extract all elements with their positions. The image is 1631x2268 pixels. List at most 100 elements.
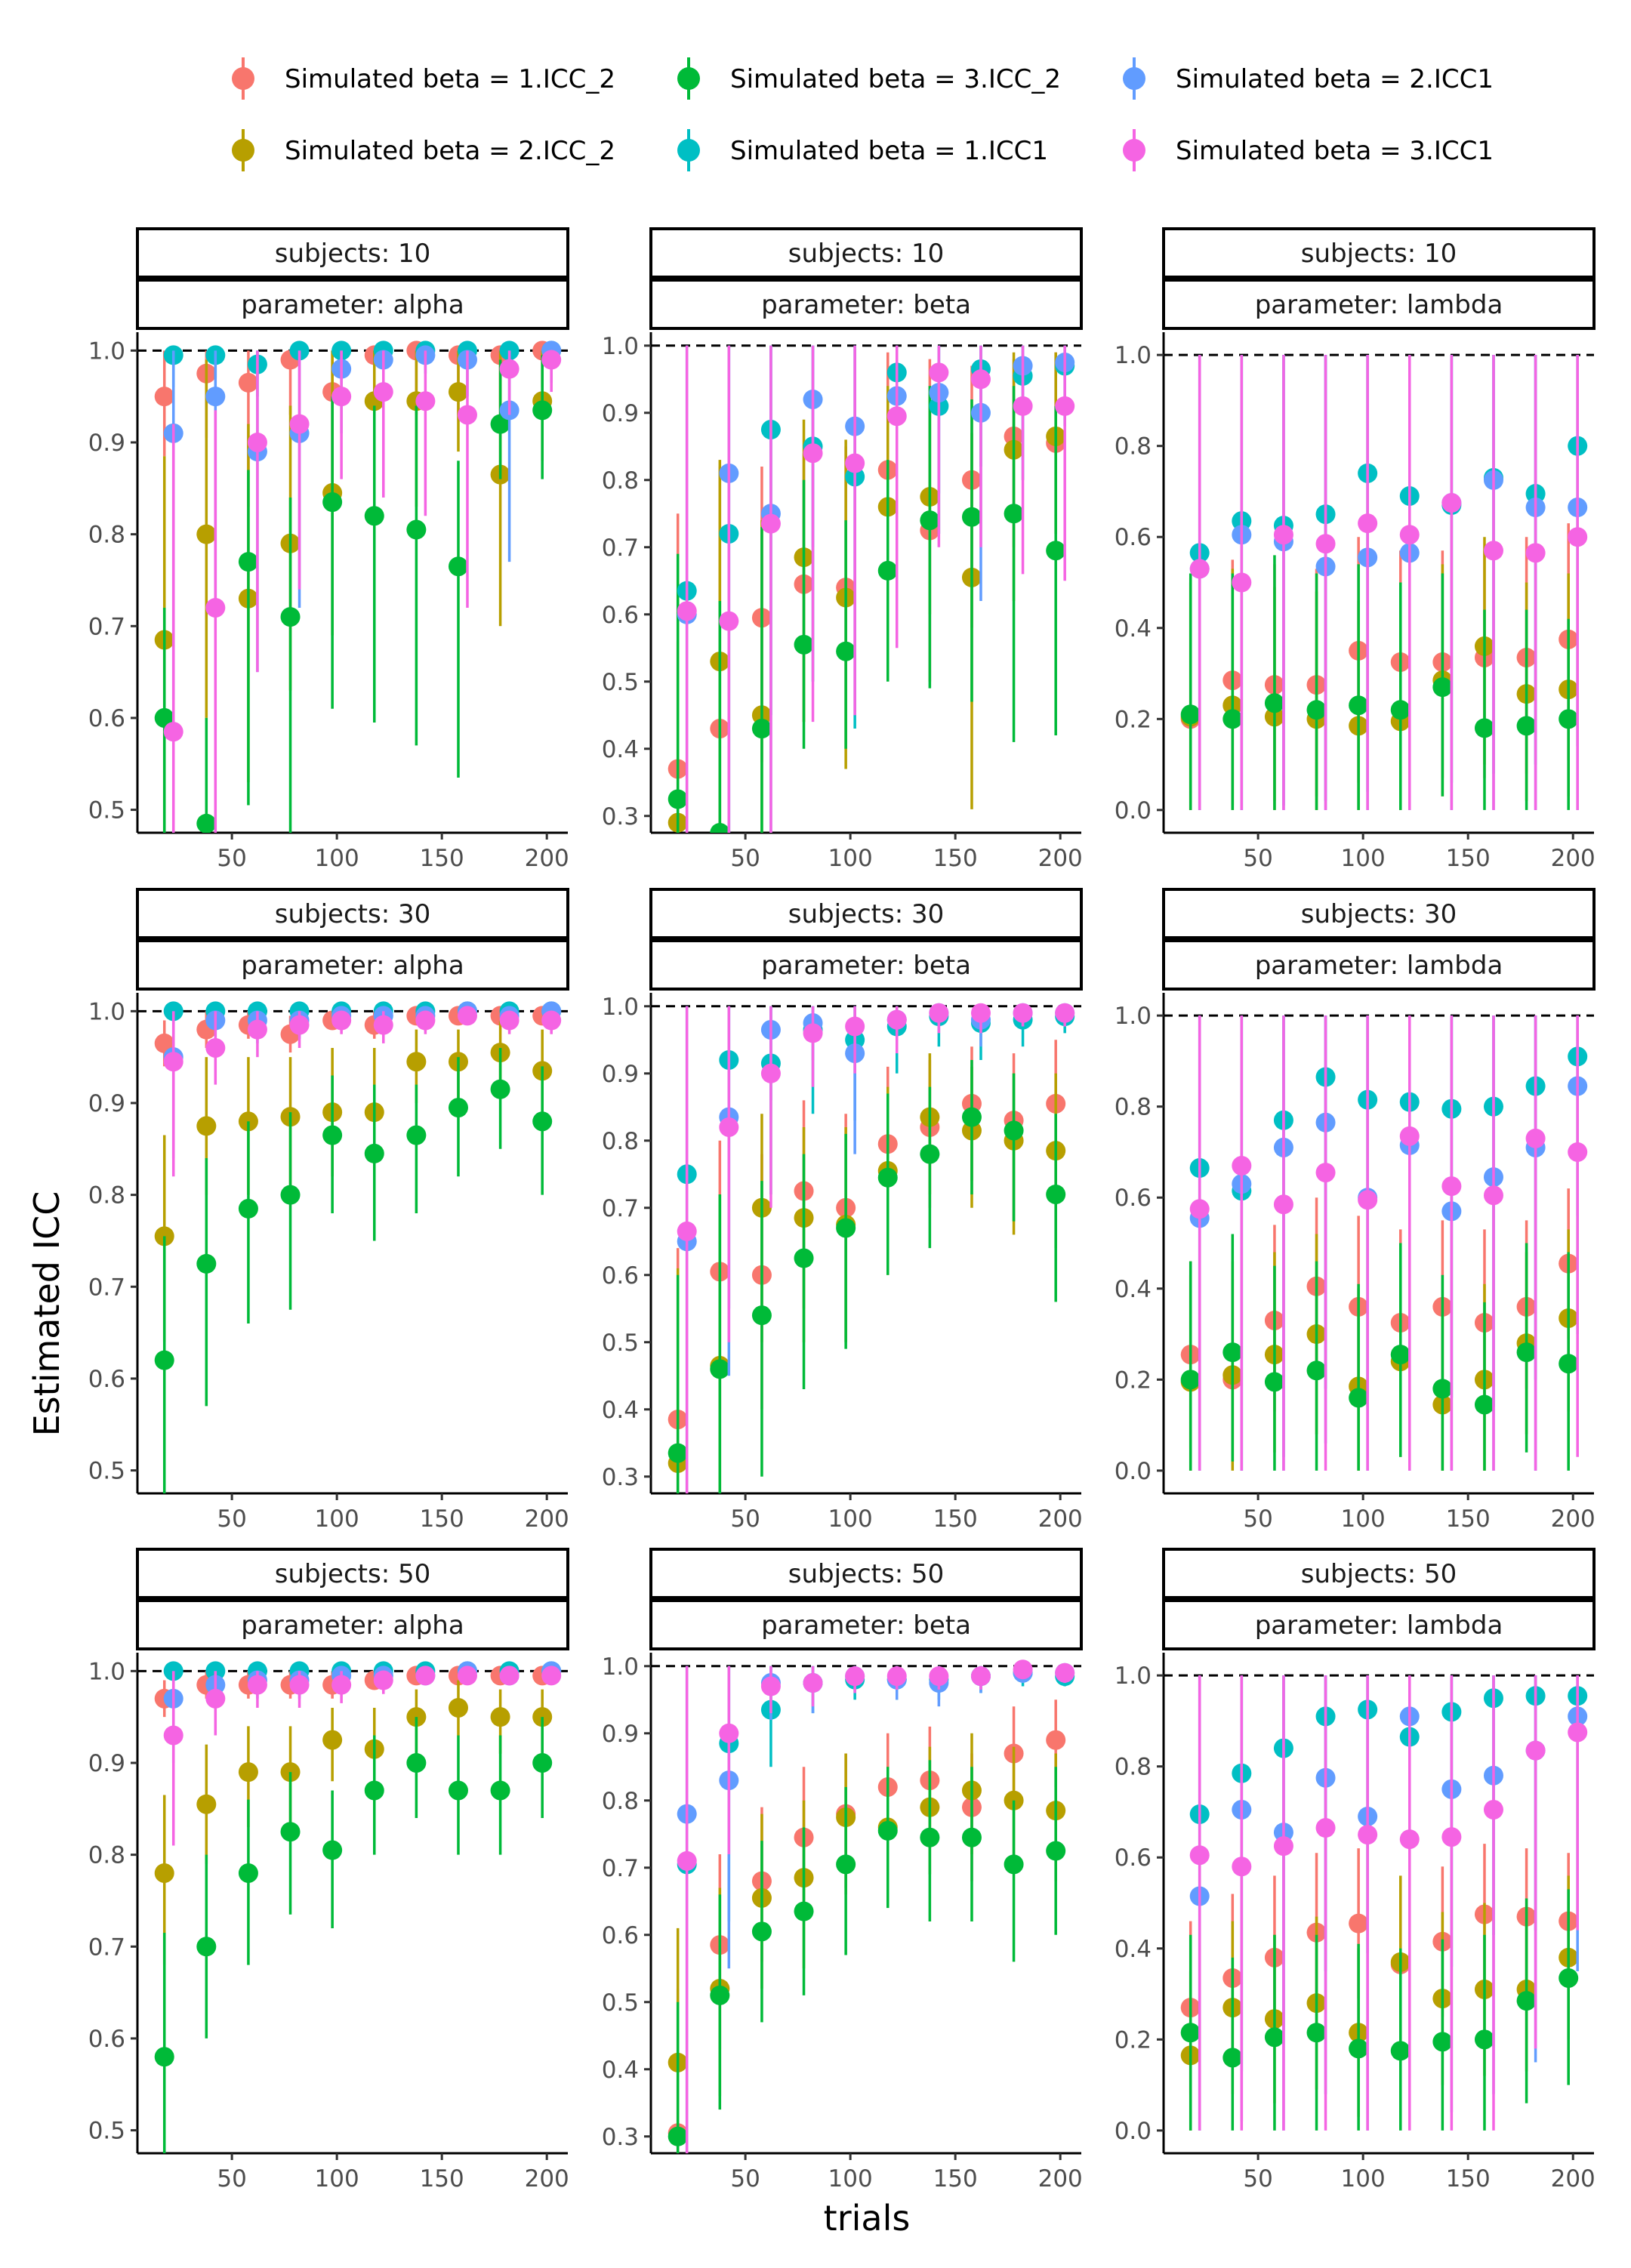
- data-point: [1273, 1194, 1293, 1215]
- data-point: [877, 1167, 898, 1188]
- data-point: [289, 1015, 310, 1035]
- data-point: [1483, 541, 1503, 561]
- data-point: [1568, 1142, 1588, 1162]
- data-point: [1483, 1799, 1503, 1820]
- data-point: [499, 1010, 520, 1031]
- data-point: [1525, 543, 1546, 563]
- legend-key-point: [677, 67, 700, 90]
- data-point: [1180, 704, 1201, 725]
- data-point: [1306, 1360, 1327, 1381]
- data-point: [719, 1117, 739, 1137]
- data-point: [760, 513, 781, 534]
- data-point: [668, 2126, 688, 2146]
- y-tick-label: 0.8: [88, 1842, 125, 1869]
- data-point: [1004, 1854, 1024, 1875]
- data-point: [836, 1854, 856, 1875]
- data-point: [920, 1827, 940, 1847]
- x-tick-label: 50: [217, 845, 246, 872]
- y-tick-label: 0.7: [602, 1855, 639, 1882]
- facet-panel: subjects: 50 parameter: beta 0.3 0.4 0.5 0.6 0…: [602, 1548, 1083, 2193]
- data-point: [751, 719, 772, 739]
- data-point: [541, 1010, 562, 1031]
- data-point: [1232, 1156, 1252, 1176]
- y-tick-label: 0.7: [602, 1195, 639, 1222]
- strip-subjects: [136, 1548, 569, 1599]
- series-group: [1189, 1015, 1588, 1471]
- data-point: [1264, 2027, 1284, 2048]
- strip-subjects: [1162, 227, 1596, 279]
- data-point: [970, 369, 991, 390]
- panel-data: [154, 341, 562, 833]
- data-point: [1390, 1345, 1411, 1365]
- y-tick-label: 0.0: [1115, 797, 1152, 824]
- data-point: [1013, 1659, 1033, 1680]
- data-point: [1559, 709, 1579, 729]
- strip-subjects: [136, 888, 569, 939]
- data-point: [457, 1006, 477, 1026]
- x-tick-label: 200: [525, 2165, 569, 2193]
- data-point: [794, 1248, 814, 1268]
- y-tick-label: 0.7: [88, 1934, 125, 1961]
- strip-parameter-label: parameter: lambda: [1255, 1610, 1503, 1641]
- data-point: [541, 350, 562, 370]
- data-point: [1390, 2041, 1411, 2061]
- strip-subjects-label: subjects: 30: [275, 899, 430, 929]
- y-tick-label: 0.5: [88, 2118, 125, 2145]
- data-point: [205, 387, 226, 407]
- data-point: [929, 1666, 949, 1687]
- data-point: [803, 1023, 823, 1043]
- x-tick-label: 50: [1243, 2165, 1272, 2193]
- data-point: [794, 1901, 814, 1921]
- data-point: [1568, 1722, 1588, 1743]
- panel-data: [668, 1003, 1075, 1493]
- strip-subjects-label: subjects: 50: [275, 1559, 430, 1589]
- y-tick-label: 0.6: [1115, 524, 1152, 551]
- data-point: [803, 443, 823, 464]
- data-point: [373, 1015, 393, 1035]
- strip-subjects: [649, 227, 1083, 279]
- data-point: [373, 382, 393, 402]
- y-tick-label: 0.6: [602, 602, 639, 629]
- strip-parameter: [649, 279, 1083, 330]
- x-tick-label: 50: [1243, 1505, 1272, 1533]
- y-tick-label: 0.6: [88, 1366, 125, 1393]
- data-point: [961, 1107, 982, 1127]
- data-point: [1568, 527, 1588, 547]
- y-tick-label: 1.0: [1115, 1662, 1152, 1690]
- data-point: [1004, 504, 1024, 524]
- data-point: [877, 560, 898, 581]
- y-tick-label: 1.0: [88, 337, 125, 365]
- data-point: [920, 510, 940, 531]
- data-point: [1559, 1354, 1579, 1374]
- data-point: [448, 1697, 468, 1718]
- data-point: [845, 1666, 865, 1687]
- strip-parameter-label: parameter: alpha: [241, 1610, 464, 1641]
- strip-subjects-label: subjects: 30: [1301, 899, 1457, 929]
- x-tick-label: 150: [420, 1505, 464, 1533]
- legend: Simulated beta = 1.ICC_2 Simulated beta =…: [232, 57, 1494, 171]
- data-point: [1474, 1394, 1494, 1415]
- series-group: [163, 1006, 562, 1177]
- data-point: [457, 1666, 477, 1686]
- strip-subjects: [649, 1548, 1083, 1599]
- facet-grid: subjects: 10 parameter: alpha 0.5 0.6 0.7 0.8…: [88, 227, 1596, 2193]
- data-point: [364, 1143, 384, 1163]
- x-tick-label: 150: [420, 2165, 464, 2193]
- data-point: [196, 813, 217, 833]
- data-point: [886, 1009, 907, 1030]
- data-point: [845, 453, 865, 473]
- y-tick-label: 0.3: [602, 2124, 639, 2151]
- data-point: [499, 1666, 520, 1686]
- panel-data: [154, 1661, 562, 2153]
- data-point: [406, 1052, 427, 1072]
- legend-label: Simulated beta = 2.ICC_2: [285, 136, 615, 166]
- data-point: [1358, 1825, 1378, 1845]
- data-point: [1525, 1128, 1546, 1148]
- data-point: [677, 1850, 697, 1871]
- data-point: [961, 1827, 982, 1847]
- data-point: [845, 1016, 865, 1037]
- data-point: [929, 1003, 949, 1023]
